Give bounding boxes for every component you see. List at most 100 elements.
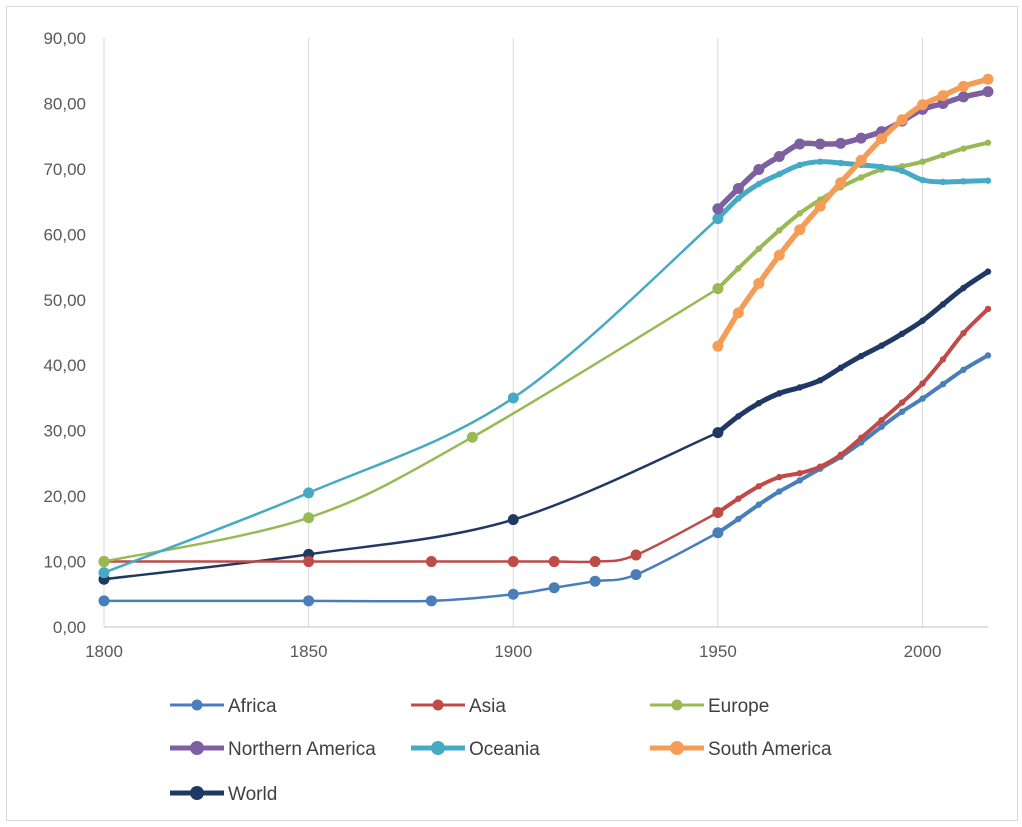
legend-label: Africa	[228, 696, 277, 717]
legend-label: Europe	[708, 696, 769, 717]
legend-item-south-america: South America	[650, 739, 832, 760]
data-point	[755, 245, 763, 252]
data-point	[937, 90, 949, 102]
data-point	[960, 178, 967, 185]
data-point	[548, 582, 560, 594]
data-point	[507, 588, 519, 600]
data-point	[919, 395, 926, 402]
legend-item-africa: Africa	[170, 696, 277, 717]
data-point	[898, 399, 906, 406]
data-point	[735, 195, 742, 202]
data-point	[898, 330, 906, 338]
data-point	[732, 183, 744, 195]
series-line	[715, 88, 991, 212]
y-tick-label: 30,00	[43, 422, 86, 441]
line-chart: 0,00 10,00 20,00 30,00 40,00 50,00 60,00 70,00 8…	[43, 29, 994, 805]
legend-item-oceania: Oceania	[411, 739, 540, 760]
data-point	[855, 132, 867, 144]
data-point	[589, 556, 601, 568]
data-point	[919, 158, 926, 165]
y-tick-label: 90,00	[43, 29, 86, 48]
legend-marker	[191, 699, 203, 711]
data-point	[919, 176, 926, 184]
data-point	[919, 380, 926, 387]
data-point	[919, 317, 926, 324]
data-point	[814, 200, 826, 212]
axes: 0,00 10,00 20,00 30,00 40,00 50,00 60,00 70,00 8…	[43, 29, 988, 661]
data-point	[776, 170, 783, 178]
data-point	[712, 213, 724, 225]
y-tick-label: 10,00	[43, 553, 86, 572]
data-point	[303, 487, 315, 499]
legend-label: Northern America	[228, 739, 376, 760]
data-point	[735, 265, 742, 272]
data-point	[776, 488, 783, 495]
data-point	[837, 364, 844, 372]
data-point	[507, 556, 519, 568]
data-point	[957, 80, 969, 92]
data-point	[735, 495, 742, 502]
data-point	[712, 340, 724, 352]
legend-marker	[432, 699, 444, 711]
series-line-early	[102, 217, 720, 574]
legend-marker	[190, 786, 204, 800]
series-line	[715, 76, 991, 349]
data-point	[794, 138, 806, 150]
data-point	[712, 203, 724, 215]
data-point	[796, 210, 803, 217]
y-tick-label: 40,00	[43, 356, 86, 375]
legend-label: South America	[708, 739, 832, 760]
chart-frame: 0,00 10,00 20,00 30,00 40,00 50,00 60,00 70,00 8…	[6, 6, 1018, 821]
data-point	[98, 567, 110, 579]
y-tick-label: 20,00	[43, 487, 86, 506]
data-point	[507, 514, 519, 526]
data-point	[817, 377, 824, 384]
data-point	[960, 366, 967, 374]
data-point	[960, 145, 967, 152]
data-point	[98, 556, 110, 568]
legend-marker	[671, 699, 683, 711]
data-point	[753, 277, 765, 289]
data-point	[796, 384, 803, 391]
x-tick-label: 1850	[290, 642, 328, 661]
data-point	[753, 164, 765, 176]
data-point	[303, 556, 315, 568]
data-point	[794, 224, 806, 236]
legend-marker	[431, 741, 445, 755]
data-point	[425, 556, 437, 568]
y-tick-label: 0,00	[53, 618, 86, 637]
data-point	[984, 268, 992, 275]
data-point	[817, 463, 824, 470]
data-point	[98, 595, 110, 607]
series-line-early	[102, 287, 720, 563]
y-tick-label: 60,00	[43, 225, 86, 244]
data-point	[960, 284, 967, 292]
legend-item-europe: Europe	[650, 696, 769, 717]
legend-marker	[670, 741, 684, 755]
data-point	[773, 249, 785, 261]
data-point	[796, 470, 803, 477]
data-point	[776, 390, 783, 397]
data-point	[876, 133, 888, 145]
data-point	[939, 151, 947, 159]
x-tick-label: 2000	[904, 642, 942, 661]
data-point	[776, 227, 783, 234]
y-tick-label: 80,00	[43, 94, 86, 113]
data-point	[939, 178, 947, 186]
data-point	[857, 434, 865, 442]
data-point	[960, 329, 967, 337]
data-point	[548, 556, 560, 568]
data-point	[857, 174, 865, 181]
x-tick-label: 1950	[699, 642, 737, 661]
data-point	[837, 451, 844, 459]
data-point	[937, 97, 949, 109]
data-point	[755, 501, 763, 508]
data-point	[896, 114, 908, 126]
data-point	[817, 158, 824, 165]
data-point	[939, 381, 947, 388]
data-point	[814, 138, 826, 150]
data-point	[755, 180, 763, 188]
data-point	[466, 431, 478, 443]
series-south-america	[712, 73, 994, 352]
data-point	[878, 416, 885, 424]
